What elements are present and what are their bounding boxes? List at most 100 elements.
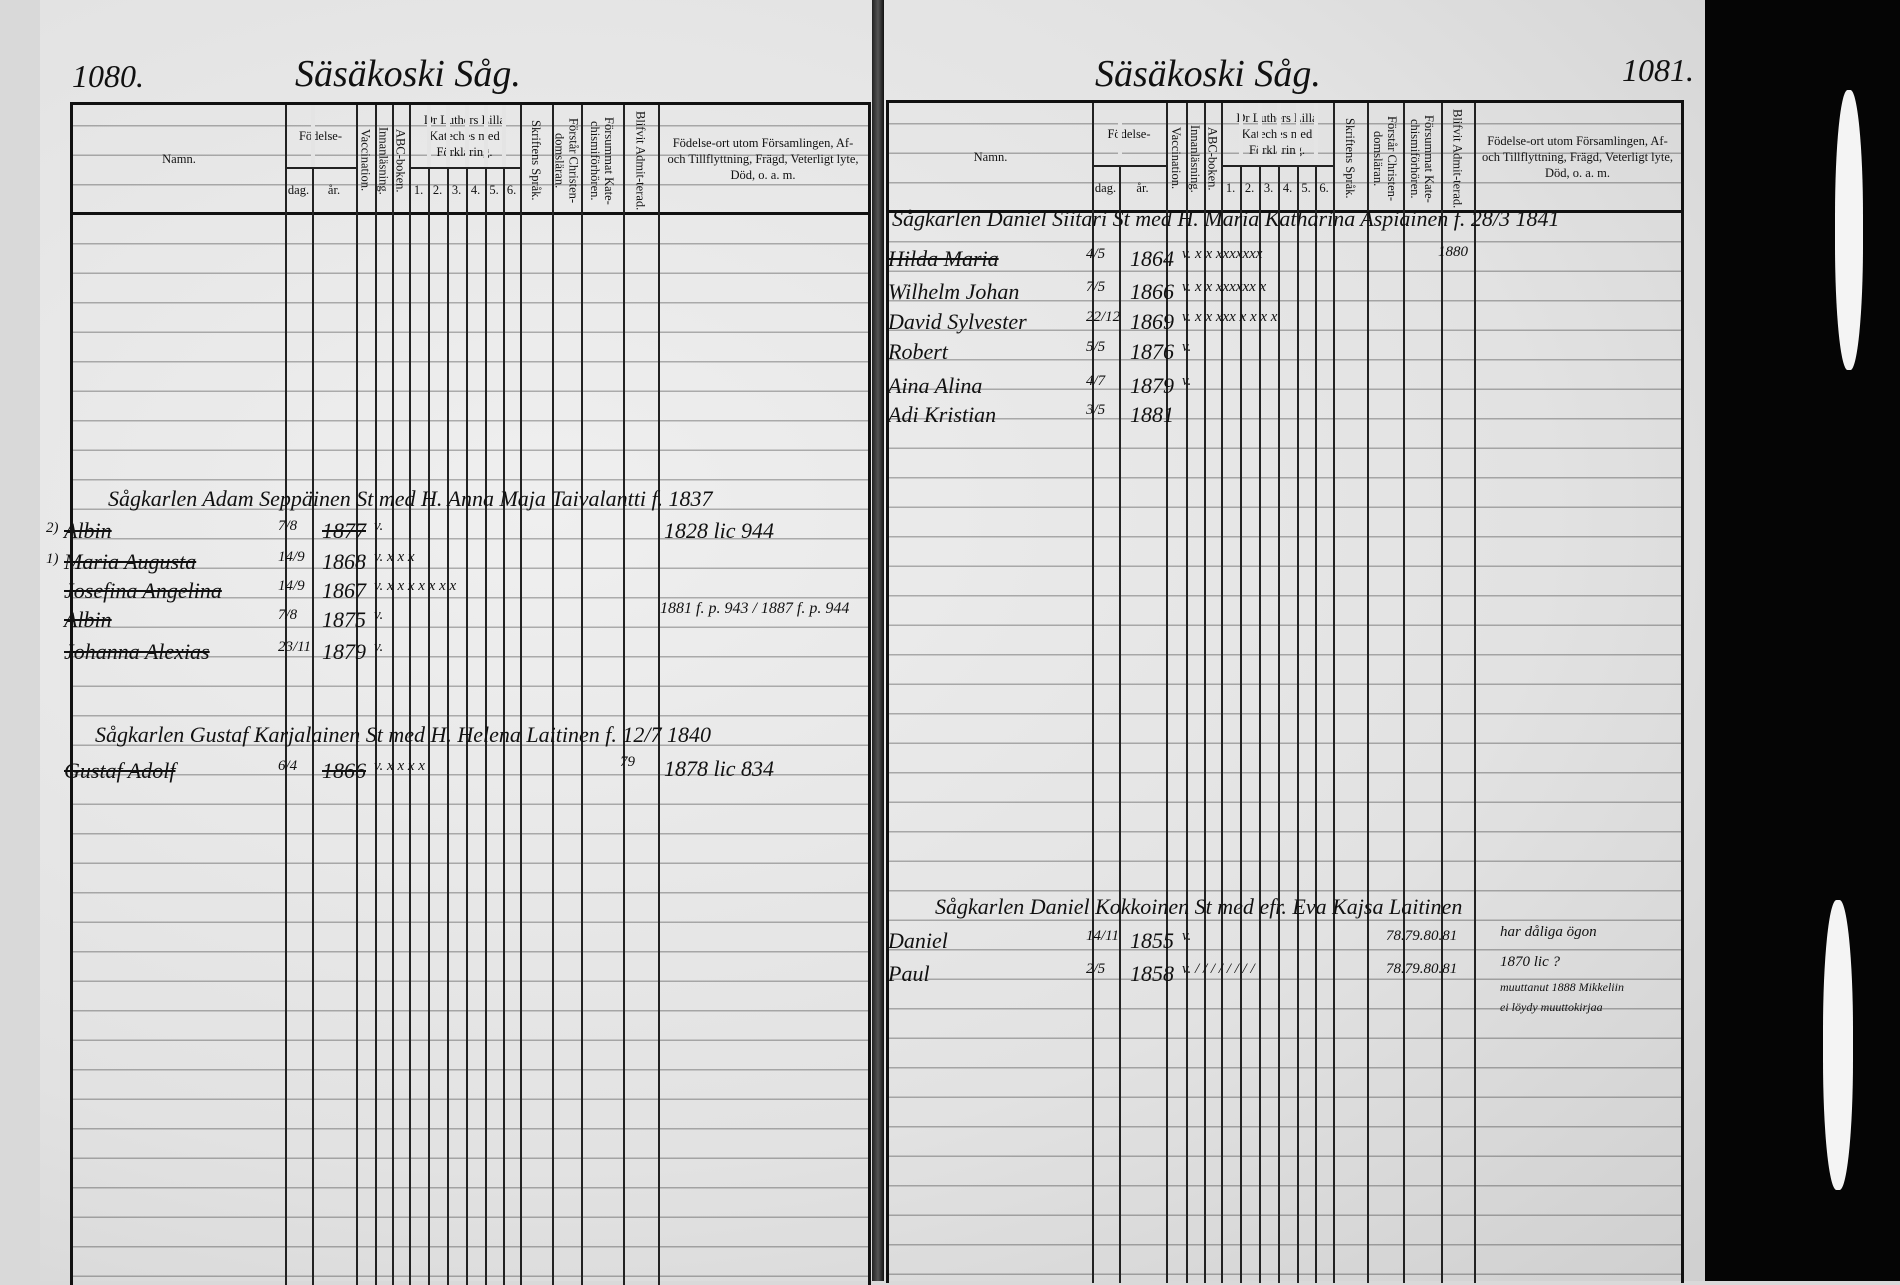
member-name: Josefina Angelina (64, 578, 222, 603)
header-katekes-part: 4. (470, 182, 481, 197)
family-extra: 1880 (1438, 244, 1468, 260)
header-mask (465, 105, 469, 167)
header-namn: Namn. (162, 151, 196, 166)
family-note: 1870 lic ? (1500, 954, 1560, 970)
family-note: har dåliga ögon (1500, 924, 1597, 940)
header-innanlasning: Innanläsning. (1188, 124, 1202, 193)
member-marks: v. x x xxx x x x x (1182, 309, 1278, 325)
family-note: ei löydy muuttokirjaa (1500, 1000, 1603, 1014)
right-place-title: Säsäkoski Såg. (1095, 53, 1321, 95)
header-innanlasning: Innanläsning. (376, 126, 391, 195)
column-rule (1297, 103, 1299, 1283)
member-birth-year: 1876 (1130, 339, 1174, 364)
header-katekes-part: 4. (1282, 180, 1293, 195)
column-rule (1240, 103, 1242, 1283)
column-rule (1259, 103, 1261, 1283)
column-rule (466, 105, 468, 1285)
member-name: Albin (64, 607, 112, 632)
margin-mark: 2) (46, 520, 59, 536)
column-rule (1315, 103, 1317, 1283)
member-years: 78.79.80.81 (1386, 961, 1458, 977)
subheader-rule (409, 167, 520, 169)
member-birth-year: 1867 (322, 578, 366, 603)
column-rule (1474, 103, 1476, 1283)
header-dag: dag. (287, 182, 310, 197)
column-rule (581, 105, 583, 1285)
member-birth-year: 1879 (322, 639, 366, 664)
column-rule (1119, 103, 1121, 1283)
column-rule (1092, 103, 1094, 1283)
header-ar: år. (1136, 180, 1149, 195)
header-mask (1258, 103, 1262, 165)
member-birth-day: 4/7 (1086, 373, 1106, 389)
column-rule (356, 105, 358, 1285)
header-blifvit: Blifvit Admit-terad. (1450, 108, 1465, 209)
subheader-rule (1221, 165, 1333, 167)
member-birth-year: 1881 (1130, 402, 1174, 427)
header-mask (1296, 103, 1300, 165)
family-head: Sågkarlen Daniel Kokkoinen St med efr. E… (935, 894, 1463, 919)
column-rule (1186, 103, 1188, 1283)
member-marks: v. x x x x (374, 758, 425, 774)
header-katekes-part: 1. (413, 182, 424, 197)
member-name: David Sylvester (888, 309, 1027, 334)
member-birth-day: 7/8 (278, 607, 298, 623)
column-rule (409, 105, 411, 1285)
member-marks: v. (374, 607, 384, 623)
column-rule (312, 105, 314, 1285)
family-head: Sågkarlen Gustaf Karjalainen St med H. H… (95, 722, 711, 747)
scan-light-spot (1823, 900, 1853, 1190)
member-marks: v. (374, 639, 384, 655)
header-mask (1118, 103, 1122, 165)
member-birth-day: 5/5 (1086, 339, 1106, 355)
member-marks: v. / / / / / / / / (1182, 961, 1255, 977)
header-namn: Namn. (973, 149, 1008, 164)
member-name: Johanna Alexias (64, 639, 210, 664)
column-rule (447, 105, 449, 1285)
book-spine (872, 0, 884, 1281)
column-rule (1367, 103, 1369, 1283)
member-birth-year: 1877 (322, 518, 366, 543)
header-katekes-part: 2. (1244, 180, 1255, 195)
header-fodelse: Födelse- (1107, 127, 1151, 141)
member-birth-year: 1864 (1130, 246, 1174, 271)
column-rule (1333, 103, 1335, 1283)
member-name: Gustaf Adolf (64, 758, 176, 783)
header-dag: dag. (1094, 180, 1117, 195)
left-place-title: Säsäkoski Såg. (295, 53, 521, 95)
header-rule (73, 212, 868, 215)
member-birth-year: 1875 (322, 607, 366, 632)
column-rule (1204, 103, 1206, 1283)
column-rule (375, 105, 377, 1285)
margin-mark: 1) (46, 551, 59, 567)
member-name: Albin (64, 518, 112, 543)
member-marks: v. x x xxxxxx x (1182, 279, 1267, 295)
header-mask (446, 105, 450, 167)
header-forstar: Förstår Christen-domsläran. (552, 117, 581, 204)
header-katekes-part: 2. (432, 182, 443, 197)
header-katekes-part: 1. (1225, 180, 1236, 195)
member-marks: v. (374, 518, 384, 534)
member-birth-day: 3/5 (1086, 402, 1106, 418)
header-mask (1239, 103, 1243, 165)
header-fodelseort: Födelse-ort utom Församlingen, Af- och T… (1481, 133, 1674, 180)
header-ar: år. (327, 182, 341, 197)
member-name: Paul (888, 961, 930, 986)
header-katekes-part: 5. (489, 182, 499, 197)
subheader-rule (1092, 165, 1166, 167)
column-rule (520, 105, 522, 1285)
right-page-table: Namn. Födelse-dag. år. Vaccination. Innanläs… (886, 100, 1684, 1283)
column-rule (623, 105, 625, 1285)
member-birth-day: 7/8 (278, 518, 298, 534)
right-page-number: 1081. (1622, 52, 1694, 88)
header-abc: ABC-boken. (1205, 126, 1220, 191)
scan-light-spot (1835, 90, 1863, 370)
member-birth-day: 6/4 (278, 758, 298, 774)
member-birth-day: 14/9 (278, 549, 305, 565)
header-katekes-part: 6. (1319, 180, 1329, 195)
header-forstar: Förstår Christen-domsläran. (1371, 115, 1399, 202)
member-birth-year: 1866 (1130, 279, 1174, 304)
member-marks: v. (1182, 339, 1192, 355)
header-katekes-part: 3. (1263, 180, 1274, 195)
member-birth-year: 1868 (322, 549, 366, 574)
